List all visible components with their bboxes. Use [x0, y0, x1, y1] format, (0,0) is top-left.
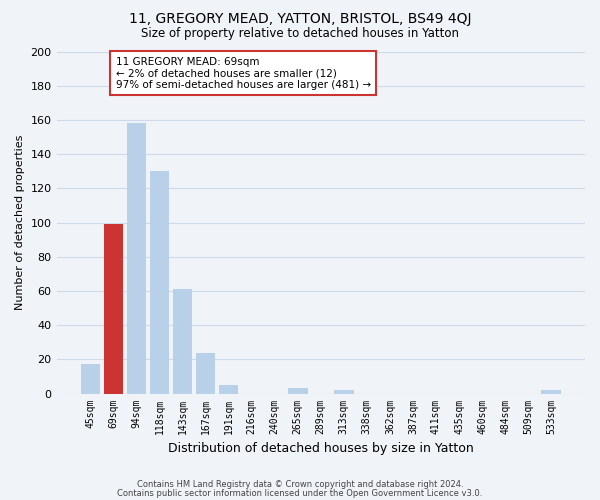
Bar [127, 124, 146, 394]
Bar [334, 390, 353, 394]
Text: Contains public sector information licensed under the Open Government Licence v3: Contains public sector information licen… [118, 490, 482, 498]
Bar [104, 224, 123, 394]
Text: Size of property relative to detached houses in Yatton: Size of property relative to detached ho… [141, 28, 459, 40]
Text: Contains HM Land Registry data © Crown copyright and database right 2024.: Contains HM Land Registry data © Crown c… [137, 480, 463, 489]
Text: 11 GREGORY MEAD: 69sqm
← 2% of detached houses are smaller (12)
97% of semi-deta: 11 GREGORY MEAD: 69sqm ← 2% of detached … [116, 56, 371, 90]
Text: 11, GREGORY MEAD, YATTON, BRISTOL, BS49 4QJ: 11, GREGORY MEAD, YATTON, BRISTOL, BS49 … [129, 12, 471, 26]
Bar [149, 171, 169, 394]
Bar [219, 385, 238, 394]
Bar [541, 390, 561, 394]
Bar [196, 352, 215, 394]
Bar [173, 289, 193, 394]
Y-axis label: Number of detached properties: Number of detached properties [15, 135, 25, 310]
X-axis label: Distribution of detached houses by size in Yatton: Distribution of detached houses by size … [168, 442, 473, 455]
Bar [80, 364, 100, 394]
Bar [288, 388, 308, 394]
